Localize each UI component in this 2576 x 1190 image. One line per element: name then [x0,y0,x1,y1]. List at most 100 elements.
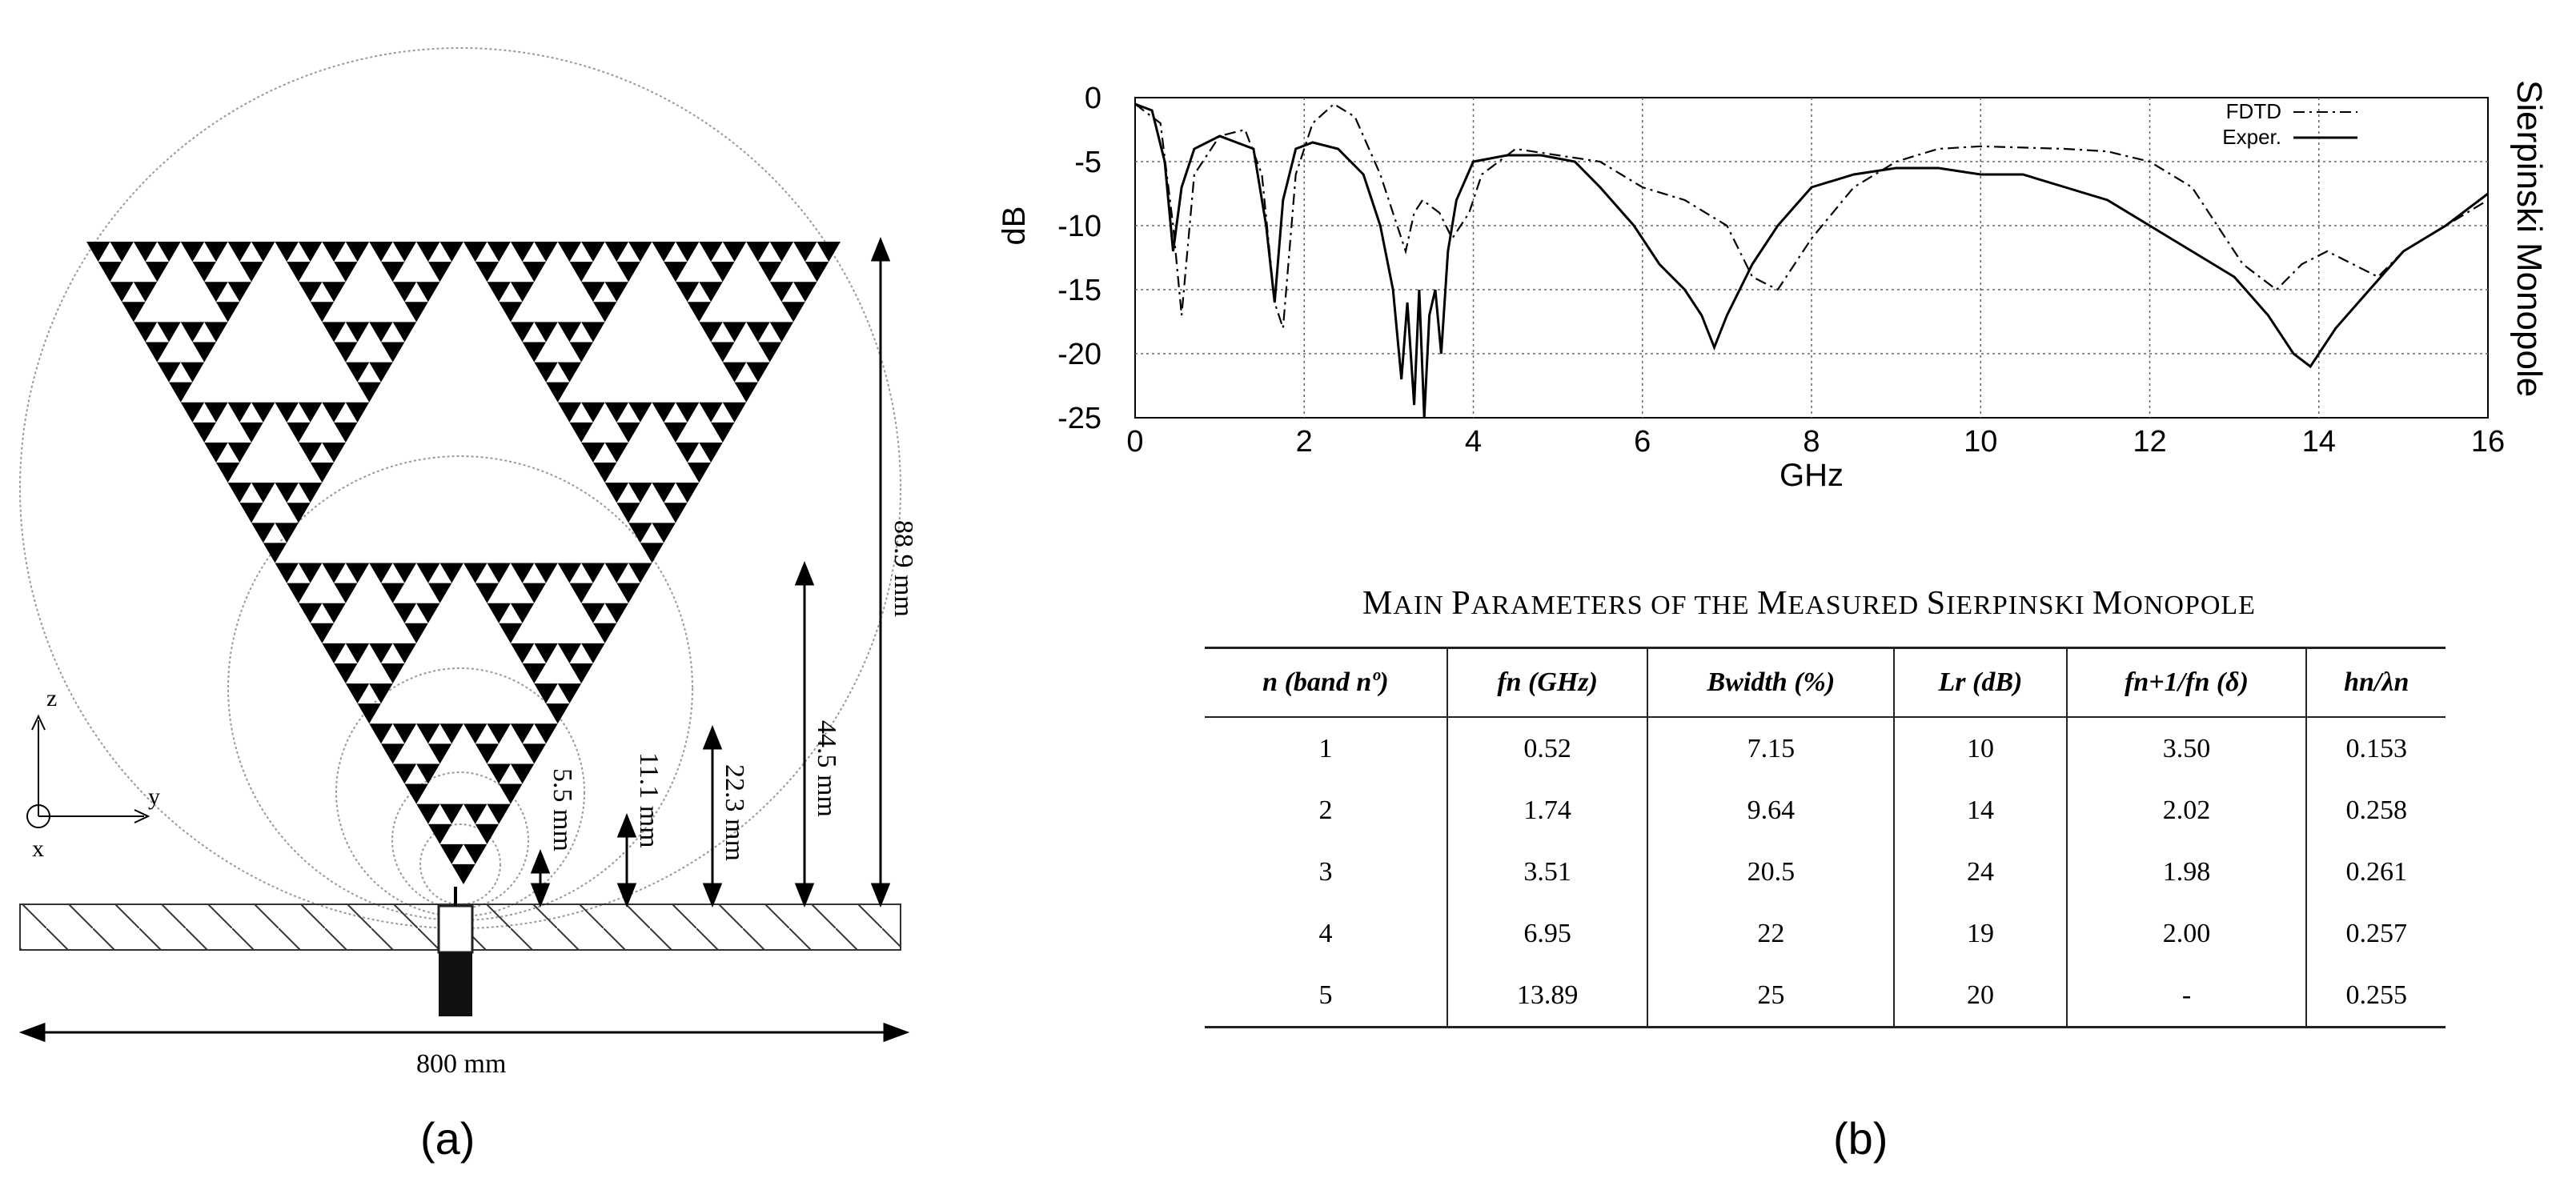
header-fn: fn (GHz) [1446,647,1648,718]
series-line-1 [1134,102,2489,419]
cell: 6.95 [1446,903,1648,964]
fractal-triangle [369,362,393,383]
fractal-triangle [251,483,275,503]
fractal-triangle [581,242,605,262]
fractal-triangle [793,242,817,262]
fractal-triangle [110,282,134,303]
y-tick-label: -5 [1074,146,1101,179]
fractal-triangle [781,302,805,323]
cell: 2.00 [2065,903,2307,964]
fractal-triangle [334,262,358,282]
cell: 10 [1893,717,2067,779]
fractal-triangle [287,583,311,603]
cell: 1 [1318,733,1333,763]
fractal-triangle [487,242,511,262]
fractal-triangle [581,603,605,623]
ground-width-label: 800 mm [416,1049,506,1079]
fractal-triangle [711,422,735,443]
fractal-triangle [392,322,417,343]
fractal-triangle [546,703,570,724]
fractal-triangle [522,583,547,603]
fractal-triangle [157,362,181,383]
fractal-triangle [522,663,547,684]
cell: 1.98 [2065,841,2307,903]
fractal-triangle [699,322,723,343]
return-loss-chart: 0 2 4 6 8 10 12 14 16 0 -5 -10 -15 -20 -25 GHz dB Sierpin… [997,80,2549,493]
axis-z-label: z [46,685,57,711]
cell: 3.51 [1446,841,1648,903]
fractal-triangle [439,242,463,262]
fractal-triangle [416,603,440,623]
fractal-triangle [581,282,605,303]
fractal-triangle [345,242,370,262]
fractal-triangle [463,803,488,824]
cell: 9.64 [1647,779,1895,841]
cell: 22 [1647,903,1895,964]
fractal-triangle [675,483,700,503]
fractal-triangle [487,723,511,744]
fractal-triangle [463,563,488,583]
y-axis-label: dB [997,206,1032,246]
fractal-triangle [534,242,558,262]
fractal-triangle [475,823,500,844]
fractal-triangle [534,643,558,663]
fractal-triangle [534,362,558,383]
fractal-triangle [699,402,723,423]
fractal-triangle [275,523,299,543]
fractal-triangle [604,483,629,503]
fractal-triangle [699,442,723,463]
fractal-triangle [439,723,463,744]
fractal-triangle [380,583,405,603]
fractal-triangle [734,382,758,403]
fractal-triangle [380,262,405,282]
fractal-triangle [722,242,747,262]
fractal-triangle [298,442,323,463]
header-ratio: fn+1/fn (δ) [2065,647,2307,718]
fractal-triangle [380,743,405,764]
fractal-triangle [487,803,511,824]
fractal-triangle [169,382,193,403]
fractal-triangle [204,322,228,343]
fractal-triangle [664,262,688,282]
fractal-triangle [180,322,205,343]
fractal-triangle [416,242,440,262]
fractal-triangle [98,262,122,282]
fractal-triangle [510,603,535,623]
fractal-triangle [298,282,323,303]
fractal-triangle [357,703,381,724]
cell: 13.89 [1446,964,1648,1028]
table-header-row: n (band nº) fn (GHz) Bwidth (%) Lr (dB) … [1205,647,2446,718]
fractal-triangle [463,723,488,744]
fractal-triangle [487,282,511,303]
fractal-triangle [416,803,440,824]
fractal-triangle [569,663,593,684]
fractal-triangle [227,402,252,423]
fractal-triangle [711,262,735,282]
fractal-triangle [192,262,216,282]
fractal-triangle [275,563,299,583]
fractal-triangle [392,563,417,583]
fractal-triangle [322,402,346,423]
fractal-triangle [192,342,216,363]
cell: 4 [1318,918,1333,948]
dim-44-5: 44.5 mm [812,720,841,817]
fractal-triangle [427,262,452,282]
fractal-triangle [675,402,700,423]
fractal-triangle [110,242,134,262]
fractal-triangle [345,643,370,663]
fractal-triangle [463,242,488,262]
fractal-triangle [581,563,605,583]
fractal-triangle [557,643,582,663]
fractal-triangle [369,322,393,343]
dimension-arrows [18,236,910,1043]
cell: 20.5 [1647,841,1895,903]
fractal-triangle [427,743,452,764]
fractal-triangle [157,322,181,343]
series-line-0 [1134,102,2489,329]
fractal-triangle [592,463,617,483]
table-row: 2 1.74 9.64 14 2.02 0.258 [1205,779,2446,841]
y-tick-label: -15 [1057,274,1101,307]
fractal-triangle [322,563,346,583]
fractal-triangle [510,763,535,784]
fractal-triangle [757,262,782,282]
